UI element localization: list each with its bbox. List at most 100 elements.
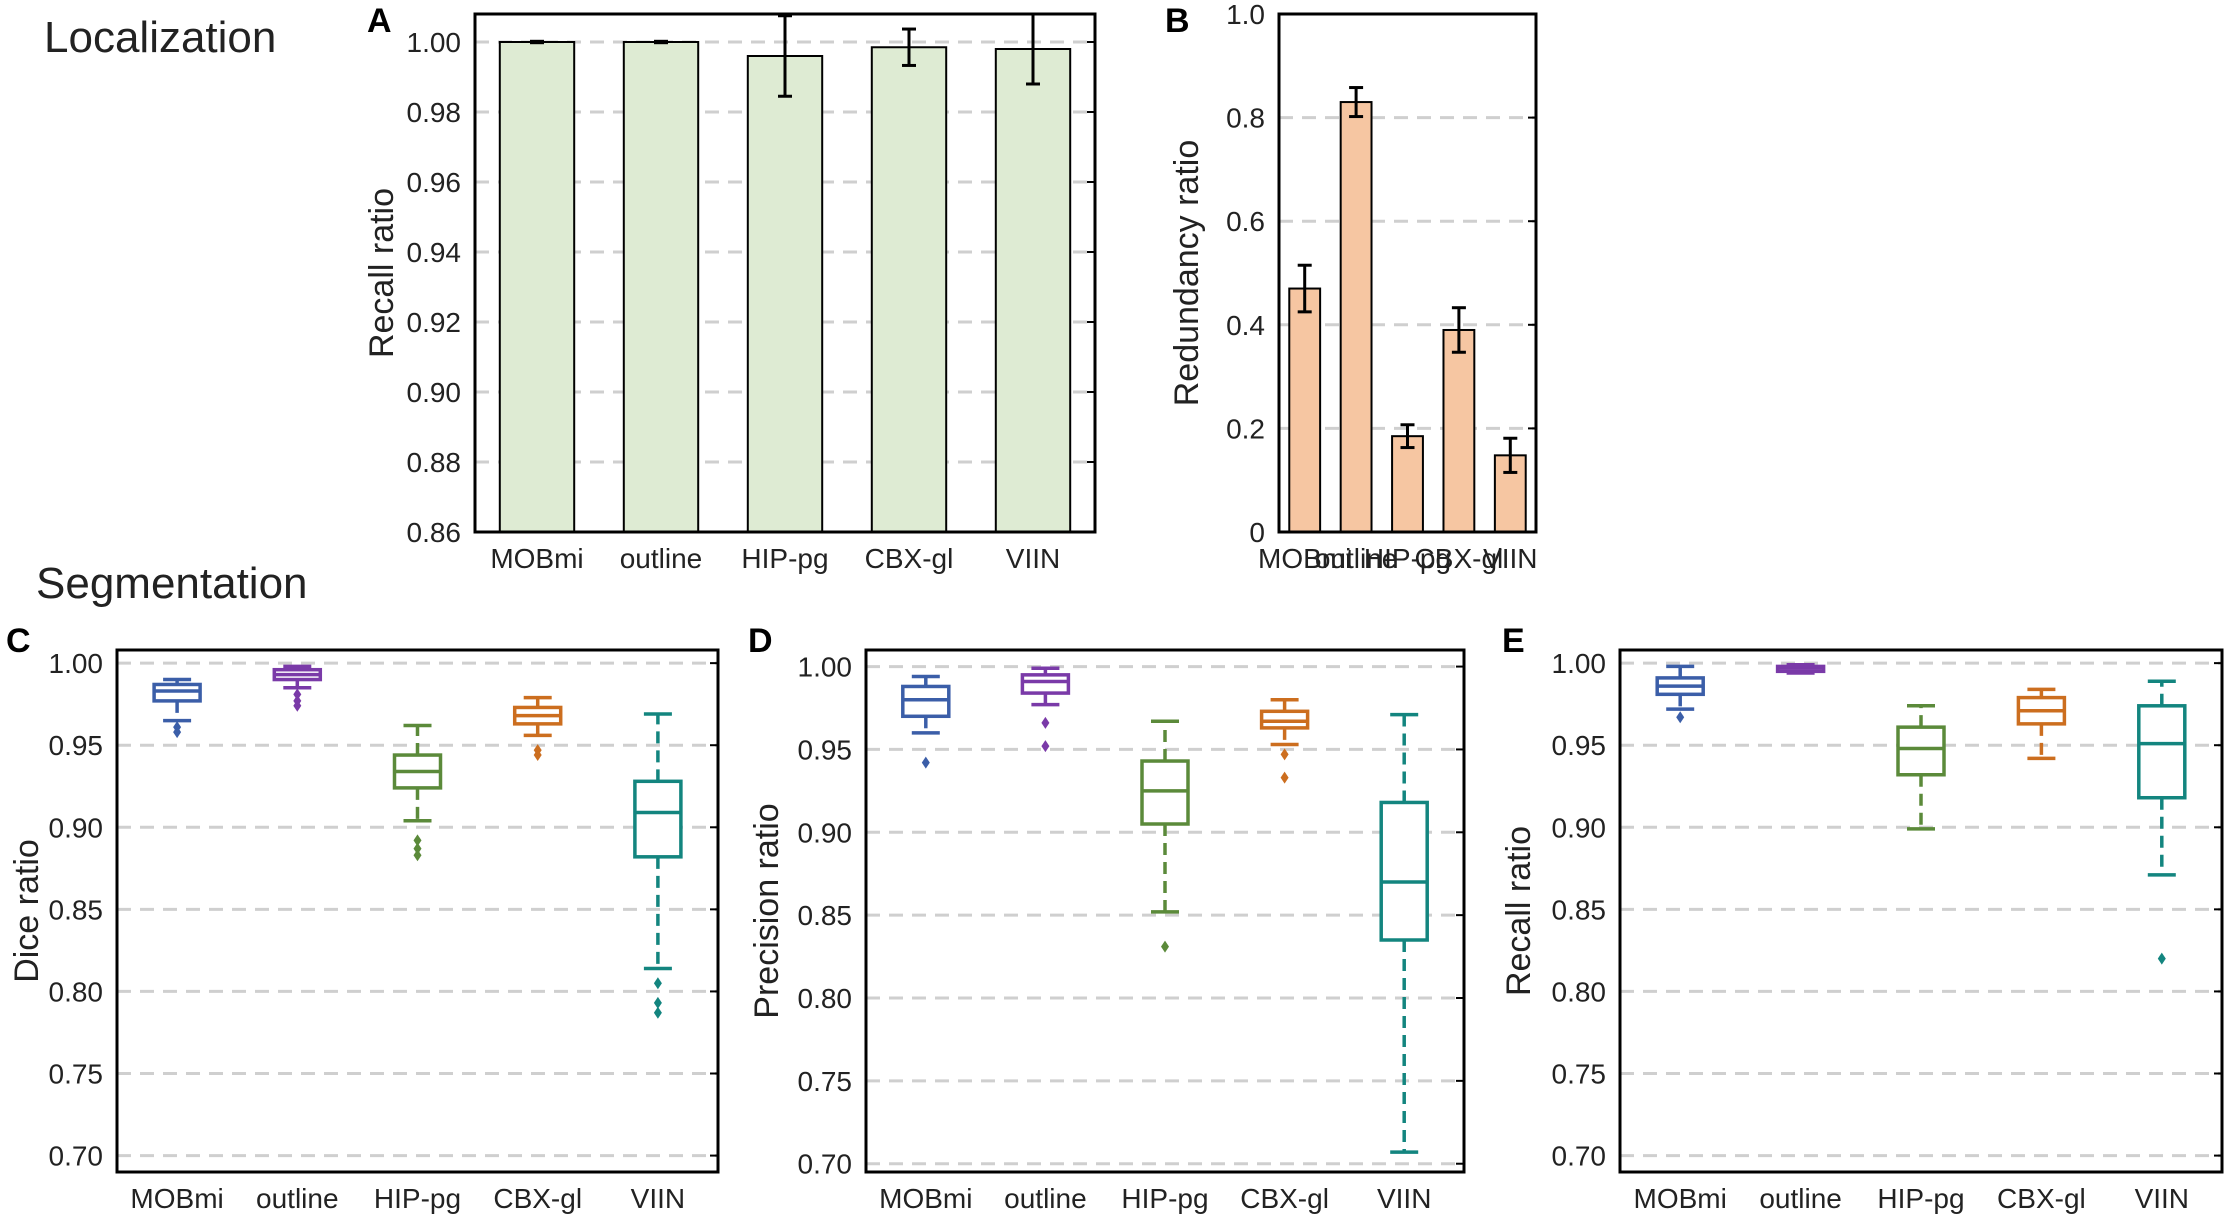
x-tick-label-d-0: MOBmi [879,1183,972,1214]
panel-label-c: C [6,622,31,660]
flier-d-1-1 [1041,740,1050,753]
y-tick-label-d: 0.90 [798,817,853,848]
x-tick-label-b-3: CBX-gl [1415,543,1504,574]
box-c-4 [633,779,683,859]
x-tick-label-a-3: CBX-gl [865,543,954,574]
x-tick-label-d-1: outline [1004,1183,1087,1214]
y-tick-label-c: 0.90 [49,812,104,843]
y-tick-label-a: 1.00 [407,27,462,58]
flier-c-0-1 [173,726,182,739]
y-tick-label-c: 0.70 [49,1141,104,1172]
flier-c-1-0 [293,688,302,701]
flier-c-2-2 [413,849,422,862]
y-axis-label-c: Dice ratio [8,839,46,983]
flier-d-3-1 [1280,771,1289,784]
flier-c-4-1 [653,996,662,1009]
y-tick-label-c: 0.80 [49,976,104,1007]
x-tick-label-d-4: VIIN [1377,1183,1431,1214]
y-tick-label-d: 0.85 [798,900,853,931]
y-tick-label-a: 0.90 [407,377,462,408]
y-tick-label-a: 0.86 [407,517,462,548]
flier-c-2-0 [413,834,422,847]
y-tick-label-c: 0.95 [49,730,104,761]
flier-c-4-2 [653,1006,662,1019]
box-e-2 [1896,725,1946,777]
flier-e-0-0 [1676,711,1685,724]
x-tick-label-c-4: VIIN [631,1183,685,1214]
bar-a-4 [994,48,1072,533]
section-title-segmentation: Segmentation [36,559,308,608]
x-tick-label-c-2: HIP-pg [374,1183,461,1214]
bar-b-3 [1442,328,1476,534]
panel-label-d: D [748,622,773,660]
box-d-4 [1379,800,1429,942]
bar-a-2 [746,55,824,533]
bar-a-3 [870,46,948,533]
y-tick-label-c: 0.85 [49,894,104,925]
y-tick-label-d: 0.80 [798,983,853,1014]
x-tick-label-c-1: outline [256,1183,339,1214]
flier-c-1-2 [293,699,302,712]
flier-c-4-0 [653,977,662,990]
x-tick-label-c-3: CBX-gl [493,1183,582,1214]
y-tick-label-c: 1.00 [49,648,104,679]
y-tick-label-d: 0.75 [798,1066,853,1097]
flier-e-4-0 [2157,952,2166,965]
bar-b-0 [1288,287,1322,534]
x-tick-label-d-2: HIP-pg [1121,1183,1208,1214]
y-tick-label-a: 0.96 [407,167,462,198]
y-tick-label-b: 0 [1249,517,1265,548]
flier-d-3-0 [1280,748,1289,761]
box-d-1 [1020,673,1071,695]
y-tick-label-e: 0.80 [1552,976,1607,1007]
bar-b-1 [1339,101,1373,533]
panel-a: A 0.86 0.88 0.90 0.92 0.94 0.96 0.98 1.00 MOBmi o… [363,2,1097,574]
panel-label-e: E [1502,622,1525,660]
y-tick-label-e: 1.00 [1552,648,1607,679]
plot-frame-a [473,12,1097,534]
x-tick-label-b-4: VIIN [1483,543,1537,574]
y-tick-label-b: 0.6 [1226,206,1265,237]
x-tick-label-a-4: VIIN [1006,543,1060,574]
plot-frame-c [115,648,720,1174]
x-tick-label-d-3: CBX-gl [1240,1183,1329,1214]
flier-d-2-0 [1161,940,1169,953]
panel-d: D 0.70 0.75 0.80 0.85 0.90 0.95 1.00 MOBmi outli… [748,622,1466,1214]
x-tick-label-b-2: HIP-pg [1364,543,1451,574]
x-tick-label-e-3: CBX-gl [1997,1183,2086,1214]
y-tick-label-b: 1.0 [1226,0,1265,30]
flier-c-2-1 [413,842,422,855]
y-axis-label-e: Recall ratio [1500,826,1538,996]
y-tick-label-e: 0.90 [1552,812,1607,843]
y-tick-label-b: 0.2 [1226,413,1265,444]
y-tick-label-b: 0.4 [1226,310,1265,341]
flier-d-1-0 [1041,716,1050,729]
x-tick-label-e-1: outline [1759,1183,1842,1214]
y-tick-label-e: 0.85 [1552,894,1607,925]
y-tick-label-e: 0.95 [1552,730,1607,761]
y-tick-label-a: 0.92 [407,307,462,338]
y-tick-label-a: 0.88 [407,447,462,478]
y-tick-label-d: 1.00 [798,652,853,683]
y-tick-label-a: 0.98 [407,97,462,128]
flier-c-3-1 [533,749,542,762]
x-tick-label-b-1: outline [1315,543,1398,574]
x-tick-label-e-4: VIIN [2135,1183,2189,1214]
y-tick-label-d: 0.70 [798,1149,853,1180]
y-tick-label-d: 0.95 [798,734,853,765]
x-tick-label-c-0: MOBmi [130,1183,223,1214]
bar-b-2 [1391,435,1424,534]
panel-b: B 0 0.2 0.4 0.6 0.8 1.0 MOBmioutlineHIP-pgCBX-… [1165,0,1538,574]
panel-c: C 0.70 0.75 0.80 0.85 0.90 0.95 1.00 MOBmi outli… [6,622,720,1214]
y-tick-label-c: 0.75 [49,1059,104,1090]
x-tick-label-a-2: HIP-pg [741,543,828,574]
y-tick-label-e: 0.75 [1552,1059,1607,1090]
panel-label-b: B [1165,2,1190,40]
x-tick-label-a-0: MOBmi [490,543,583,574]
panel-e: E 0.70 0.75 0.80 0.85 0.90 0.95 1.00 MOBmi outli… [1500,622,2224,1214]
plot-frame-e [1618,648,2224,1174]
y-tick-label-b: 0.8 [1226,103,1265,134]
plot-frame-b [1277,12,1538,534]
bar-a-0 [498,41,576,533]
